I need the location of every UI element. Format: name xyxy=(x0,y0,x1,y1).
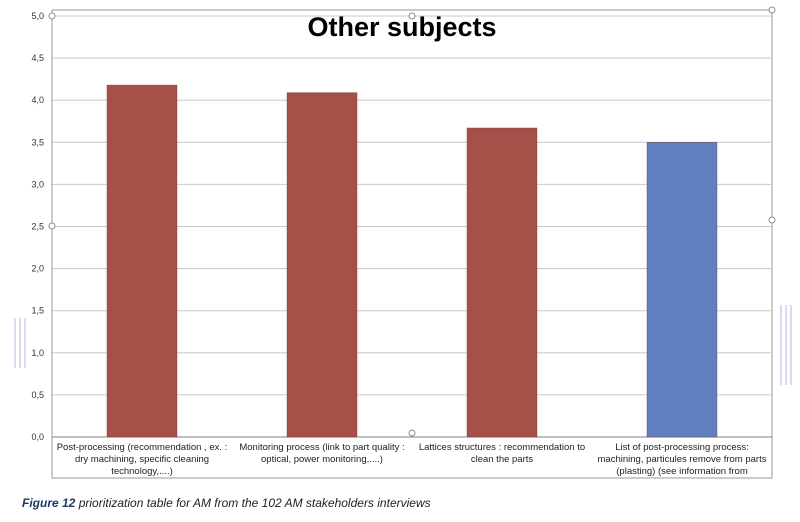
y-tick-label: 4,5 xyxy=(31,53,44,63)
y-tick-label: 5,0 xyxy=(31,11,44,21)
selection-handle xyxy=(48,12,56,20)
y-tick-label: 0,0 xyxy=(31,432,44,442)
bar-chart: 0,0 0,5 1,0 1,5 2,0 2,5 3,0 3,5 4,0 4,5 5,0 Post-p… xyxy=(14,6,794,479)
bar-layer xyxy=(106,84,718,438)
category-label: Lattices structures : recommendation to c… xyxy=(419,442,585,465)
bar xyxy=(646,142,718,438)
selection-handle xyxy=(408,12,416,20)
category-label: Monitoring process (link to part quality… xyxy=(239,442,404,465)
y-tick-label: 1,0 xyxy=(31,348,44,358)
bar xyxy=(106,84,178,438)
y-tick-label: 3,0 xyxy=(31,179,44,189)
y-tick-label: 2,0 xyxy=(31,264,44,274)
y-tick-label: 3,5 xyxy=(31,137,44,147)
selection-handle xyxy=(408,429,416,437)
selection-handles xyxy=(48,6,776,437)
y-tick-label: 0,5 xyxy=(31,390,44,400)
caption-text: prioritization table for AM from the 102… xyxy=(75,496,431,510)
selection-handle xyxy=(768,216,776,224)
y-tick-label: 4,0 xyxy=(31,95,44,105)
decorative-stripe-right xyxy=(780,305,794,385)
category-label: Post-processing (recommendation , ex. :d… xyxy=(57,442,228,477)
selection-handle xyxy=(768,6,776,14)
bar xyxy=(466,127,538,438)
category-label: List of post-processing process: machinin… xyxy=(598,442,767,477)
decorative-stripe-left xyxy=(14,318,28,368)
chart-title: Other subjects xyxy=(307,12,496,42)
category-label-layer: Post-processing (recommendation , ex. :d… xyxy=(57,442,767,477)
caption-label: Figure 12 xyxy=(22,496,76,510)
figure-caption: Figure 12 prioritization table for AM fr… xyxy=(22,496,782,510)
chart-canvas: 0,0 0,5 1,0 1,5 2,0 2,5 3,0 3,5 4,0 4,5 5,0 Post-p… xyxy=(31,6,776,479)
selection-handle xyxy=(48,222,56,230)
bar xyxy=(286,92,358,438)
y-tick-label: 1,5 xyxy=(31,306,44,316)
y-tick-label: 2,5 xyxy=(31,222,44,232)
y-tick-layer: 0,0 0,5 1,0 1,5 2,0 2,5 3,0 3,5 4,0 4,5 5,0 xyxy=(31,11,44,442)
